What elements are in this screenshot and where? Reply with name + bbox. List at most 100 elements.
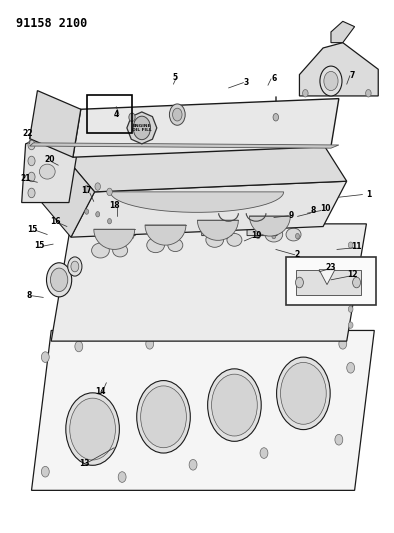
Text: 23: 23 <box>326 263 336 272</box>
Circle shape <box>348 242 353 248</box>
Ellipse shape <box>206 232 224 247</box>
Polygon shape <box>197 220 238 240</box>
Text: 3: 3 <box>243 78 249 87</box>
Circle shape <box>320 66 342 96</box>
Polygon shape <box>30 143 339 148</box>
Polygon shape <box>247 216 277 236</box>
Circle shape <box>348 322 353 328</box>
Circle shape <box>339 338 347 349</box>
Text: 20: 20 <box>44 156 54 164</box>
Ellipse shape <box>286 228 301 241</box>
Circle shape <box>84 185 89 193</box>
Text: 15: 15 <box>34 241 45 249</box>
Ellipse shape <box>91 243 109 258</box>
Polygon shape <box>39 155 95 237</box>
Circle shape <box>255 199 261 206</box>
Text: 13: 13 <box>80 459 90 468</box>
Circle shape <box>41 352 49 362</box>
Text: 5: 5 <box>173 73 178 82</box>
Ellipse shape <box>113 244 128 257</box>
Bar <box>286 257 376 305</box>
Circle shape <box>71 261 79 272</box>
Polygon shape <box>249 216 290 236</box>
Circle shape <box>70 398 115 460</box>
Circle shape <box>348 306 353 312</box>
Text: 8: 8 <box>27 292 32 300</box>
Circle shape <box>272 233 276 239</box>
Polygon shape <box>110 192 284 212</box>
Text: 4: 4 <box>113 110 119 119</box>
Text: 1: 1 <box>366 190 371 199</box>
Circle shape <box>224 199 229 206</box>
Text: ENGINE
OIL FILL: ENGINE OIL FILL <box>132 124 152 132</box>
Circle shape <box>208 369 261 441</box>
Circle shape <box>225 233 229 239</box>
Circle shape <box>353 277 361 288</box>
Circle shape <box>295 199 300 206</box>
Ellipse shape <box>39 164 55 179</box>
Text: 16: 16 <box>50 217 60 225</box>
Circle shape <box>107 188 112 196</box>
Circle shape <box>114 233 118 239</box>
Bar <box>296 270 361 295</box>
Circle shape <box>256 233 260 239</box>
Circle shape <box>46 263 72 297</box>
Circle shape <box>85 209 89 214</box>
Polygon shape <box>73 99 339 157</box>
Ellipse shape <box>147 238 165 253</box>
Text: 18: 18 <box>109 201 119 209</box>
Circle shape <box>66 393 119 465</box>
Circle shape <box>271 199 277 206</box>
Text: 11: 11 <box>351 242 362 251</box>
Ellipse shape <box>168 239 183 252</box>
Polygon shape <box>63 144 347 192</box>
Text: 21: 21 <box>20 174 31 183</box>
Circle shape <box>28 188 35 198</box>
Polygon shape <box>51 224 366 341</box>
Circle shape <box>28 140 35 150</box>
Circle shape <box>95 183 100 190</box>
Polygon shape <box>32 330 374 490</box>
Circle shape <box>169 104 185 125</box>
Circle shape <box>129 113 135 122</box>
Text: 7: 7 <box>350 71 355 80</box>
Circle shape <box>189 459 197 470</box>
Polygon shape <box>299 43 378 96</box>
Polygon shape <box>152 216 182 236</box>
Circle shape <box>96 212 100 217</box>
Text: 8: 8 <box>310 206 316 215</box>
Circle shape <box>173 108 182 121</box>
Circle shape <box>348 274 353 280</box>
Circle shape <box>130 233 134 239</box>
Ellipse shape <box>265 227 282 242</box>
Circle shape <box>146 338 154 349</box>
Text: 10: 10 <box>320 205 330 213</box>
Polygon shape <box>105 216 135 236</box>
Circle shape <box>75 341 83 352</box>
Circle shape <box>28 172 35 182</box>
Circle shape <box>296 233 299 239</box>
Circle shape <box>209 233 213 239</box>
Polygon shape <box>145 225 186 245</box>
Text: 17: 17 <box>82 187 92 195</box>
Circle shape <box>129 199 135 206</box>
Text: 2: 2 <box>295 251 300 259</box>
Text: 15: 15 <box>28 225 38 233</box>
Text: 14: 14 <box>95 387 106 396</box>
Circle shape <box>303 90 308 97</box>
Circle shape <box>141 386 186 448</box>
Ellipse shape <box>227 233 242 246</box>
Text: 19: 19 <box>251 231 261 240</box>
Circle shape <box>281 362 326 424</box>
Polygon shape <box>94 229 135 249</box>
Circle shape <box>335 434 343 445</box>
Circle shape <box>212 374 257 436</box>
Circle shape <box>260 448 268 458</box>
Circle shape <box>113 199 119 206</box>
Circle shape <box>68 257 82 276</box>
Circle shape <box>208 199 214 206</box>
Polygon shape <box>22 139 77 203</box>
Text: 91158 2100: 91158 2100 <box>16 17 87 30</box>
Text: 9: 9 <box>289 212 294 220</box>
Circle shape <box>161 199 166 206</box>
